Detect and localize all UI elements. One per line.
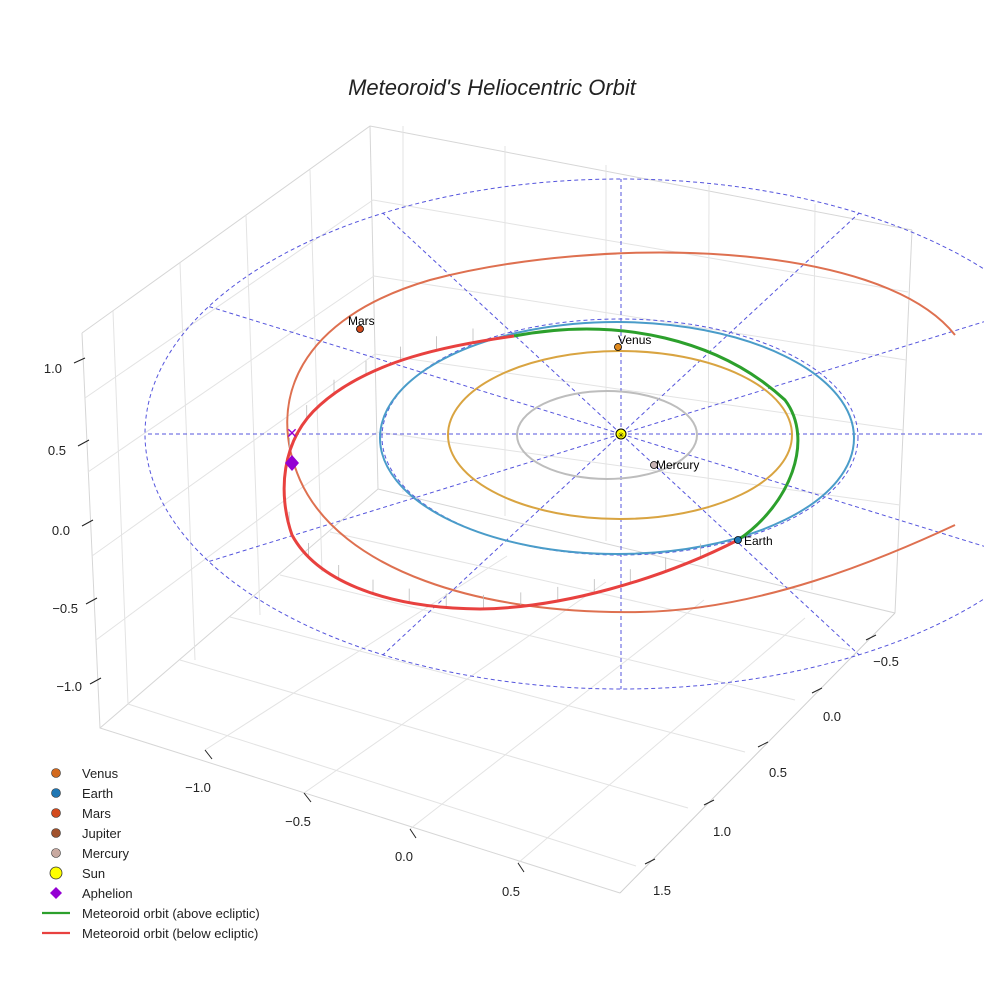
legend-symbol bbox=[42, 911, 70, 915]
legend-label: Earth bbox=[82, 785, 114, 801]
legend-label: Sun bbox=[82, 865, 106, 881]
aphelion-projection-marker: ✕ bbox=[286, 425, 298, 441]
mars-marker bbox=[356, 325, 364, 333]
grid-lines bbox=[84, 126, 909, 867]
chart-title: Meteoroid's Heliocentric Orbit bbox=[348, 75, 637, 100]
legend-item-aphelion: Aphelion bbox=[38, 883, 260, 903]
z-tick-label: 0.5 bbox=[48, 443, 66, 458]
x-tick-label: 0.5 bbox=[502, 884, 520, 899]
venus-orbit bbox=[447, 350, 793, 520]
legend-label: Jupiter bbox=[82, 825, 122, 841]
legend-symbol bbox=[42, 931, 70, 935]
floor-back-right-edge bbox=[377, 488, 896, 614]
legend-item-mars: Mars bbox=[38, 803, 260, 823]
ecliptic-spoke bbox=[208, 433, 622, 562]
ecliptic-spoke bbox=[620, 321, 984, 435]
legend-item-sun: Sun bbox=[38, 863, 260, 883]
legend-label: Meteoroid orbit (above ecliptic) bbox=[82, 905, 260, 921]
pane-top-edge bbox=[81, 125, 913, 334]
z-tick-label: −0.5 bbox=[52, 601, 78, 616]
ecliptic-grid bbox=[144, 178, 984, 690]
pane-right-edge bbox=[894, 229, 913, 614]
z-tick-label: 1.0 bbox=[44, 361, 62, 376]
x-tick-label: −1.0 bbox=[185, 780, 211, 795]
meteoroid-orbit-below bbox=[282, 334, 739, 611]
z-tick-label: −1.0 bbox=[56, 679, 82, 694]
legend-item-jupiter: Jupiter bbox=[38, 823, 260, 843]
earth-reference-circle bbox=[381, 318, 859, 556]
legend-label: Aphelion bbox=[82, 885, 133, 901]
legend-label: Venus bbox=[82, 765, 119, 781]
legend-item-venus: Venus bbox=[38, 763, 260, 783]
ecliptic-spoke bbox=[382, 433, 622, 656]
body-labels: Venus Earth Mars Mercury bbox=[348, 314, 773, 548]
ecliptic-spoke bbox=[620, 212, 860, 435]
pane-back-corner-edge bbox=[369, 125, 379, 490]
legend-symbol bbox=[51, 788, 61, 798]
floor-back-left-edge bbox=[99, 488, 379, 729]
legend-symbol bbox=[51, 828, 61, 838]
legend: Venus Earth Mars Jupiter Mercury Sun Aph… bbox=[38, 763, 260, 943]
x-tick-label: 0.0 bbox=[395, 849, 413, 864]
mars-label: Mars bbox=[348, 314, 375, 328]
y-tick-label: 0.5 bbox=[769, 765, 787, 780]
meteoroid-orbit bbox=[282, 327, 800, 611]
aphelion-marker bbox=[285, 455, 299, 471]
ecliptic-spoke bbox=[620, 433, 860, 656]
planet-orbits bbox=[286, 251, 956, 614]
sun-symbol: ✳ bbox=[618, 431, 625, 440]
axis-panes bbox=[81, 125, 913, 894]
x-tick-label: −0.5 bbox=[285, 814, 311, 829]
mars-orbit bbox=[286, 251, 956, 614]
y-tick-label: 1.5 bbox=[653, 883, 671, 898]
bodies: ✳ ✕ bbox=[285, 325, 742, 544]
legend-item-meteoroid-below: Meteoroid orbit (below ecliptic) bbox=[38, 923, 260, 943]
earth-marker bbox=[734, 536, 742, 544]
legend-symbol bbox=[49, 866, 63, 880]
z-tick-label: 0.0 bbox=[52, 523, 70, 538]
mercury-orbit bbox=[516, 390, 698, 480]
ecliptic-spoke bbox=[382, 212, 622, 435]
ecliptic-spoke bbox=[208, 306, 622, 435]
y-tick-label: 1.0 bbox=[713, 824, 731, 839]
venus-marker bbox=[614, 343, 622, 351]
mercury-marker bbox=[650, 461, 658, 469]
meteoroid-orbit-above bbox=[513, 327, 800, 542]
legend-label: Mercury bbox=[82, 845, 129, 861]
y-tick-label: 0.0 bbox=[823, 709, 841, 724]
floor-front-right-edge bbox=[619, 612, 896, 894]
y-axis-ticks bbox=[644, 634, 877, 865]
mercury-label: Mercury bbox=[656, 458, 699, 472]
legend-symbol bbox=[50, 887, 62, 899]
earth-label: Earth bbox=[744, 534, 773, 548]
legend-item-mercury: Mercury bbox=[38, 843, 260, 863]
legend-item-earth: Earth bbox=[38, 783, 260, 803]
legend-symbol bbox=[51, 768, 61, 778]
x-axis-ticks bbox=[204, 749, 525, 873]
legend-label: Mars bbox=[82, 805, 111, 821]
legend-item-meteoroid-above: Meteoroid orbit (above ecliptic) bbox=[38, 903, 260, 923]
legend-symbol bbox=[51, 848, 61, 858]
y-tick-label: −0.5 bbox=[873, 654, 899, 669]
legend-symbol bbox=[51, 808, 61, 818]
ecliptic-spoke bbox=[620, 433, 984, 547]
earth-orbit bbox=[379, 321, 855, 555]
sun-marker bbox=[615, 428, 627, 440]
z-axis-ticks bbox=[73, 357, 102, 685]
venus-label: Venus bbox=[618, 333, 651, 347]
legend-label: Meteoroid orbit (below ecliptic) bbox=[82, 925, 259, 941]
